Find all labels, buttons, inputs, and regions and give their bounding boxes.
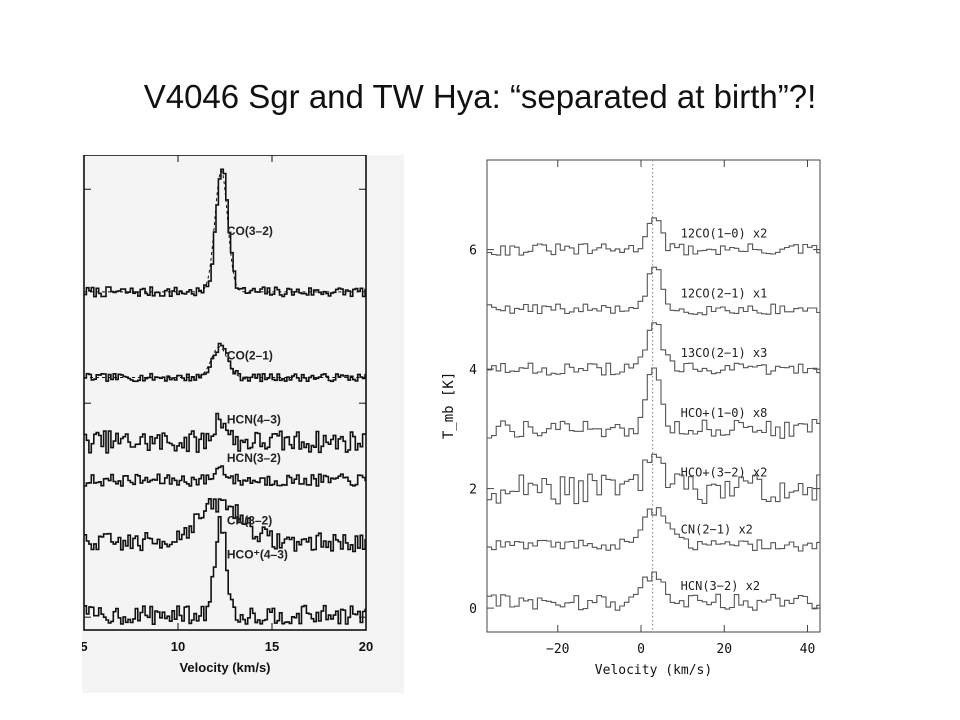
spectrum-line [84,498,366,553]
x-tick-label: 10 [171,639,185,654]
series-label: HCO⁺(4–3) [227,547,288,561]
plot-frame [486,159,821,633]
left-spectra-panel: 51015200510Velocity (km/s)T_B (K)CO(3–2)… [82,155,404,693]
spectrum-line [84,342,366,383]
slide-title: V4046 Sgr and TW Hya: “separated at birt… [143,78,817,115]
y-tick-label: 0 [469,602,477,617]
spectrum-line [487,266,820,316]
series-label: HCO+(3−2) x2 [681,466,768,480]
series-label: HCN(3−2) x2 [681,579,760,593]
x-tick-label: −20 [546,642,569,657]
spectrum-line [487,571,820,611]
spectrum-line [487,367,820,439]
series-label: CN(2−1) x2 [681,522,753,536]
series-label: CO(2–1) [227,349,273,363]
x-tick-label: 15 [265,639,279,654]
x-tick-label: 20 [716,642,732,657]
spectrum-line [487,217,820,256]
gaussian-fit-line [84,346,366,378]
x-tick-label: 5 [82,639,88,654]
series-label: HCO+(1−0) x8 [681,406,768,420]
spectrum-line [84,516,366,625]
series-label: HCN(3–2) [227,451,281,465]
plot-frame [83,155,367,631]
y-axis-label: T_mb [K] [441,372,457,439]
x-axis-label: Velocity (km/s) [595,663,712,678]
series-label: CN(3–2) [227,513,272,527]
y-tick-label: 6 [469,244,477,259]
series-label: 12CO(2−1) x1 [681,286,768,300]
right-spectra-panel: −20 0 20 40 0 2 4 6 Velocity (km/s) T_mb [K] 12CO(… [440,152,836,680]
spectrum-line [84,412,366,454]
spectrum-line [487,453,820,505]
x-axis-label: Velocity (km/s) [179,660,270,675]
spectrum-line [84,168,366,298]
x-tick-label: 40 [800,642,816,657]
x-tick-label: 20 [359,639,373,654]
series-label: 12CO(1−0) x2 [681,227,768,241]
spectrum-line [487,322,820,376]
y-tick-label: 2 [469,483,477,498]
series-label: CO(3–2) [227,224,273,238]
y-tick-label: 4 [469,363,477,378]
spectrum-line [84,465,366,487]
series-label: 13CO(2−1) x3 [681,346,768,360]
gaussian-fit-line [84,169,366,293]
series-label: HCN(4–3) [227,413,281,427]
right-spectra-chart: −20 0 20 40 0 2 4 6 Velocity (km/s) T_mb [K] 12CO(… [441,159,821,678]
left-spectra-chart: 51015200510Velocity (km/s)T_B (K)CO(3–2)… [82,155,373,675]
x-tick-label: 0 [637,642,645,657]
spectrum-line [487,507,820,552]
